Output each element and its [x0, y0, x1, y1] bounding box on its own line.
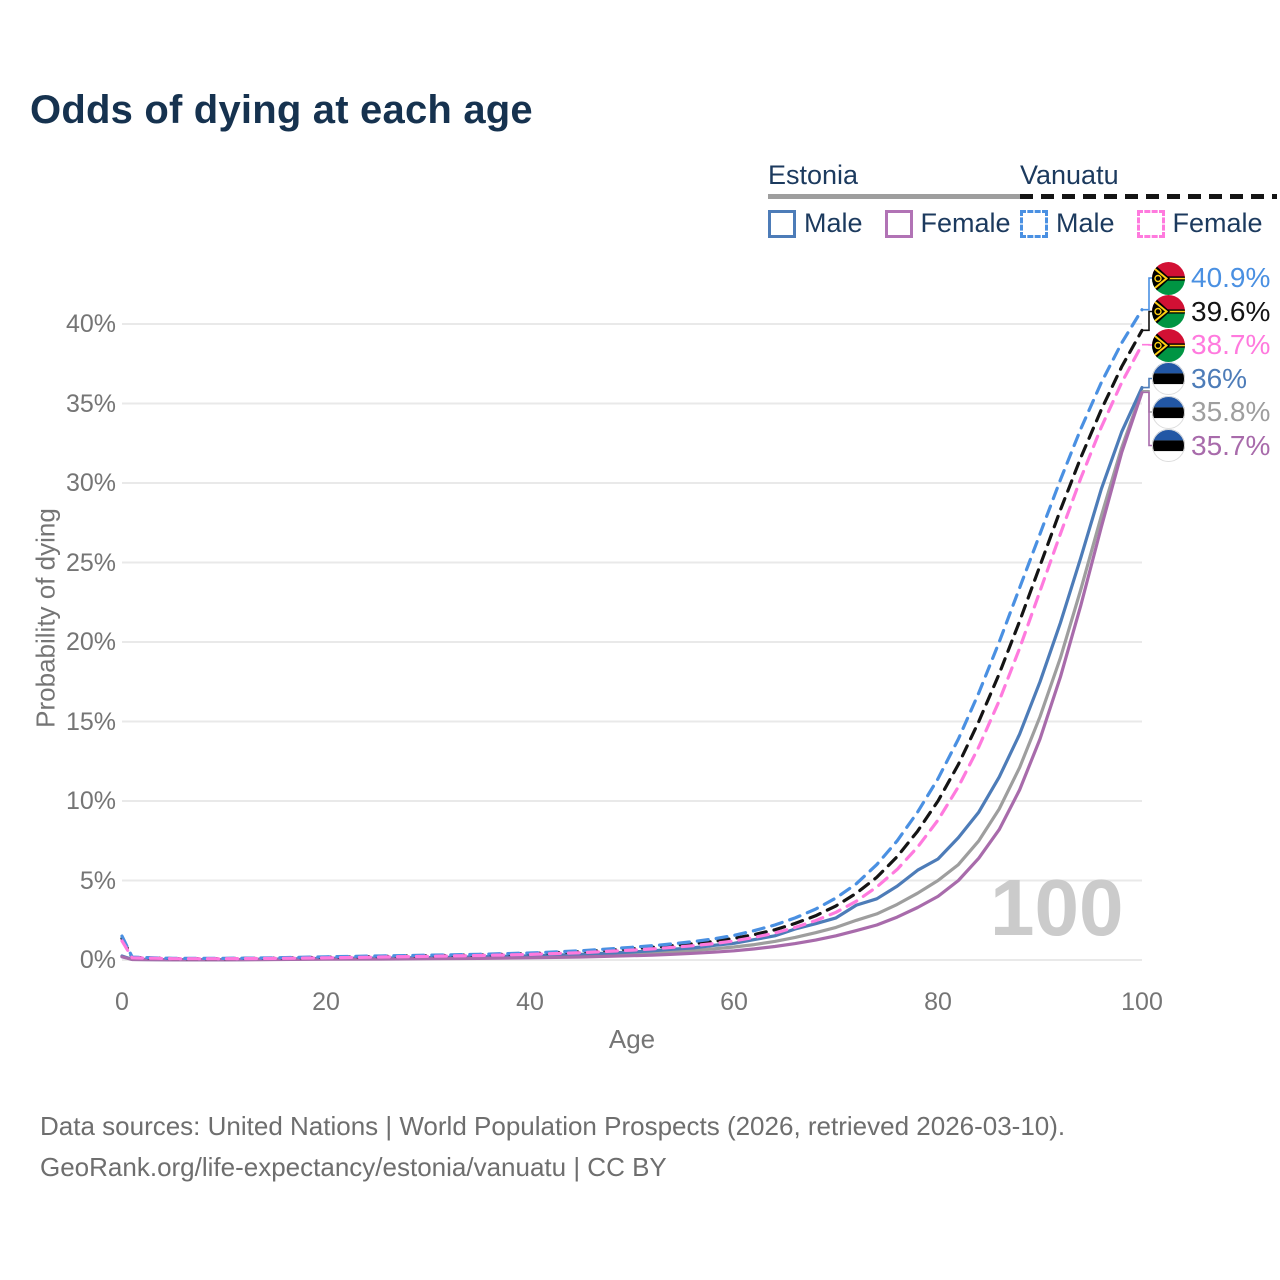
series-line-vanuatu-total[interactable]: [120, 328, 1144, 961]
footer-line-sources: Data sources: United Nations | World Pop…: [40, 1111, 1066, 1141]
series-line-estonia-female[interactable]: [120, 390, 1144, 962]
end-label-connector: [1142, 389, 1152, 413]
end-label-connector: [1142, 310, 1152, 332]
y-tick-label: 15%: [65, 707, 116, 736]
vanuatu-flag-badge: [1152, 328, 1185, 362]
age-counter-watermark: 100: [990, 863, 1124, 952]
legend-title-estonia: Estonia: [768, 160, 859, 190]
y-tick-label: 35%: [65, 389, 116, 418]
vanuatu-dashed-line-sample: [1020, 194, 1277, 199]
y-tick-label: 30%: [65, 469, 116, 497]
legend-item-vanuatu-female[interactable]: Female: [1172, 208, 1263, 238]
y-tick-label: 20%: [65, 628, 116, 656]
data-source-footer: Data sources: United Nations | World Pop…: [40, 1106, 1065, 1188]
x-tick-label: 0: [115, 988, 129, 1016]
legend-item-estonia-male[interactable]: Male: [804, 208, 863, 238]
x-tick-label: 100: [1121, 988, 1163, 1016]
estonia-flag-icon: [1152, 362, 1185, 395]
vanuatu-male-swatch-icon[interactable]: [1020, 209, 1048, 238]
legend-title-vanuatu: Vanuatu: [1020, 160, 1119, 190]
vanuatu-flag-icon: [1152, 261, 1185, 295]
x-axis-title: Age: [608, 1024, 656, 1054]
series-line-vanuatu-female[interactable]: [120, 343, 1144, 961]
series-line-estonia-total[interactable]: [120, 389, 1144, 962]
estonia-flag-badge: [1152, 395, 1185, 429]
estonia-female-swatch-icon[interactable]: [884, 209, 913, 238]
estonia-male-swatch-icon[interactable]: [768, 209, 796, 238]
series-line-estonia-male[interactable]: [120, 386, 1144, 962]
legend-group-estonia: Estonia Male Female: [768, 160, 1025, 239]
series-line-vanuatu-male[interactable]: [120, 308, 1144, 961]
estonia-flag-icon: [1152, 429, 1185, 462]
y-tick-label: 5%: [79, 866, 116, 895]
y-axis-title: Probability of dying: [30, 508, 61, 728]
x-tick-label: 80: [924, 988, 952, 1016]
end-value-label-estonia-male: 36%: [1191, 362, 1248, 394]
legend-group-vanuatu: Vanuatu Male Female: [1020, 160, 1277, 239]
legend-item-vanuatu-male[interactable]: Male: [1056, 208, 1115, 238]
end-label-connector: [1142, 391, 1152, 447]
y-tick-label: 25%: [65, 548, 116, 577]
estonia-flag-icon: [1152, 395, 1185, 429]
vanuatu-flag-badge: [1152, 295, 1185, 328]
end-value-label-estonia-female: 35.7%: [1191, 429, 1271, 461]
end-value-label-estonia-total: 35.8%: [1191, 396, 1271, 427]
vanuatu-female-swatch-icon[interactable]: [1136, 209, 1165, 238]
end-value-label-vanuatu-male: 40.9%: [1191, 262, 1271, 293]
vanuatu-flag-icon: [1152, 295, 1185, 328]
vanuatu-flag-badge: [1152, 261, 1185, 295]
end-value-label-vanuatu-total: 39.6%: [1191, 295, 1271, 327]
end-value-label-vanuatu-female: 38.7%: [1191, 329, 1271, 360]
estonia-solid-line-sample: [768, 194, 1025, 199]
x-tick-label: 40: [516, 988, 544, 1016]
footer-line-url: GeoRank.org/life-expectancy/estonia/vanu…: [40, 1152, 667, 1182]
x-tick-label: 60: [720, 988, 748, 1016]
x-tick-label: 20: [312, 988, 340, 1016]
y-tick-label: 10%: [65, 787, 116, 815]
estonia-flag-badge: [1152, 429, 1185, 462]
y-tick-label: 0%: [79, 946, 116, 974]
y-tick-label: 40%: [65, 310, 116, 338]
page-title: Odds of dying at each age: [30, 88, 533, 132]
vanuatu-flag-icon: [1152, 328, 1185, 362]
estonia-flag-badge: [1152, 362, 1185, 395]
end-label-connector: [1142, 277, 1152, 311]
end-label-connector: [1142, 377, 1152, 389]
legend-item-estonia-female[interactable]: Female: [920, 208, 1011, 238]
